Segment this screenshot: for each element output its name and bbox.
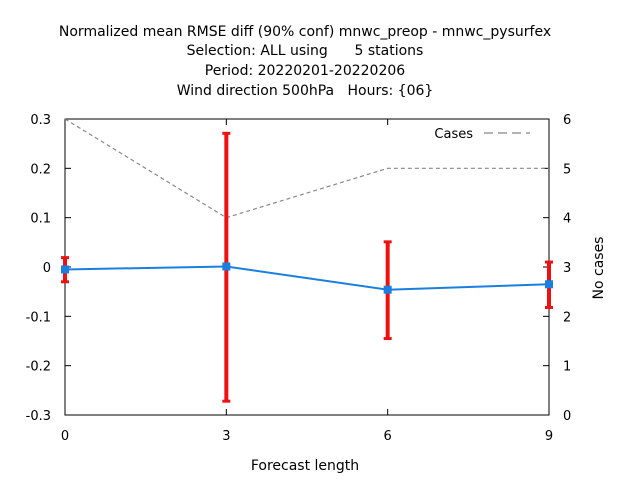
y2-axis-label: No cases <box>591 237 607 300</box>
chart-title-line-4: Wind direction 500hPa Hours: {06} <box>177 83 434 99</box>
chart-title-line-3: Period: 20220201-20220206 <box>205 63 405 79</box>
y-tick-label: -0.2 <box>26 360 51 375</box>
y-tick-label: -0.1 <box>26 310 51 325</box>
cases-line <box>64 118 549 219</box>
y-tick-label: 0 <box>43 261 51 276</box>
legend: Cases <box>434 127 530 142</box>
y2-tick-label: 1 <box>563 360 571 375</box>
y2-tick-label: 2 <box>563 310 571 325</box>
x-tick-label: 9 <box>545 429 553 444</box>
y-tick-label: 0.2 <box>30 162 51 177</box>
legend-label-cases: Cases <box>434 127 473 142</box>
y-tick-label: 0.3 <box>30 113 51 128</box>
data-point <box>383 285 392 294</box>
y2-tick-label: 0 <box>563 409 571 424</box>
chart-title-line-1: Normalized mean RMSE diff (90% conf) mnw… <box>59 24 551 40</box>
y2-tick-label: 3 <box>563 261 571 276</box>
y-tick-label: 0.1 <box>30 212 51 227</box>
chart-title-line-2: Selection: ALL using 5 stations <box>187 43 424 59</box>
data-point <box>61 265 69 274</box>
x-tick-label: 6 <box>384 429 392 444</box>
x-tick-label: 3 <box>222 429 230 444</box>
plot-area: 0.3 0.2 0.1 0 -0.1 -0.2 -0.3 6 5 4 3 2 1 0 0 3 6 9 <box>26 113 572 444</box>
y-tick-label: -0.3 <box>26 409 51 424</box>
x-axis-label: Forecast length <box>251 458 359 474</box>
data-point <box>222 262 231 271</box>
y2-tick-label: 5 <box>563 162 571 177</box>
rmse-diff-line <box>64 265 550 291</box>
y2-tick-label: 6 <box>563 113 571 128</box>
x-tick-label: 0 <box>61 429 69 444</box>
data-point <box>545 280 553 289</box>
y2-tick-label: 4 <box>563 212 571 227</box>
